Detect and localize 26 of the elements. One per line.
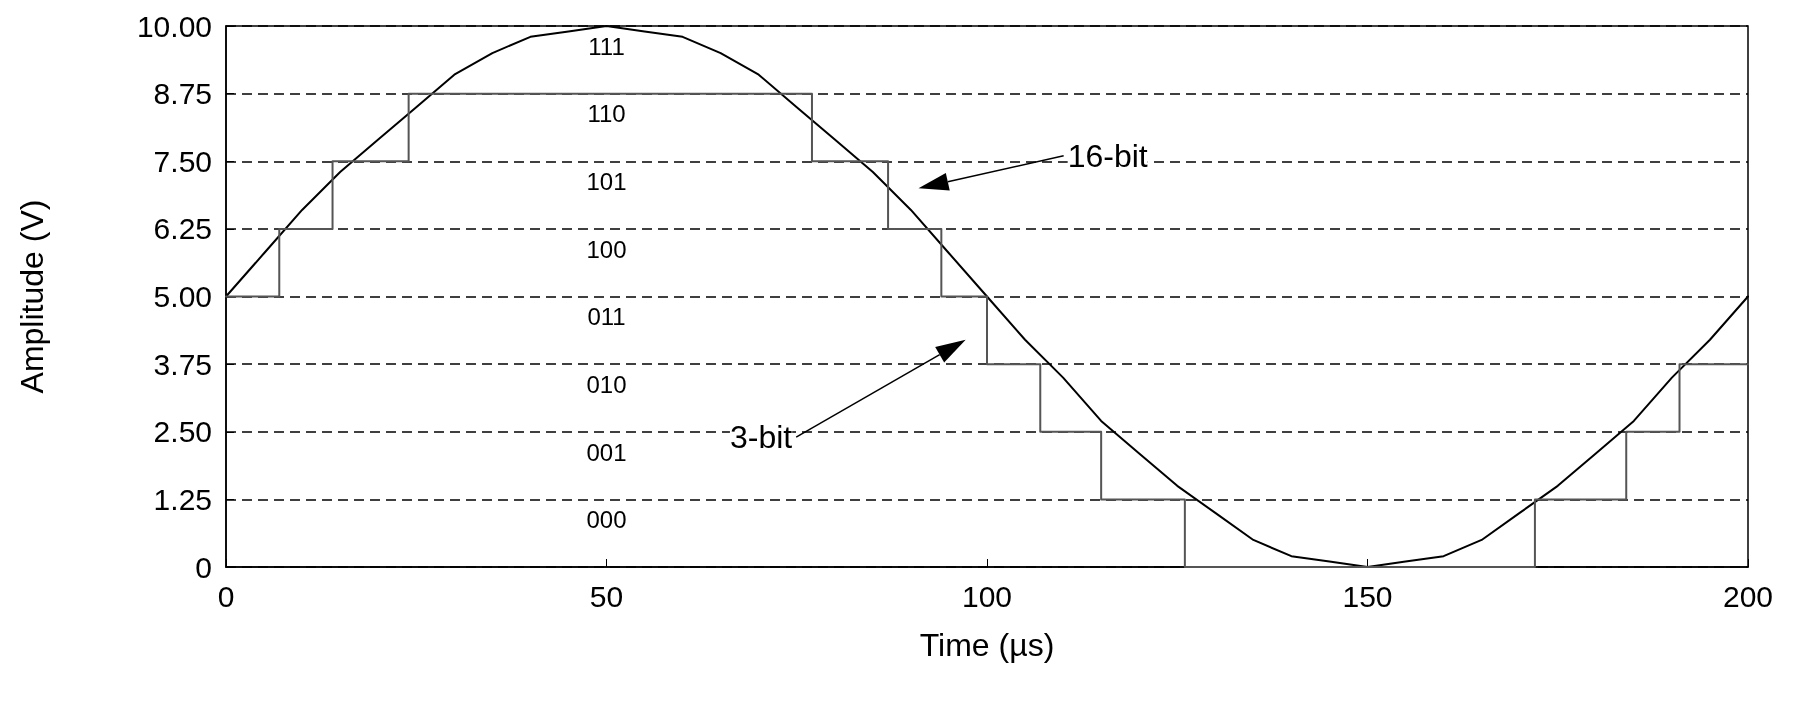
annotation: 111 <box>588 32 625 60</box>
x-tick-label: 150 <box>1342 579 1393 613</box>
y-tick-label: 0 <box>195 550 212 584</box>
annotation: 010 <box>586 370 627 398</box>
y-tick-label: 7.50 <box>153 144 212 178</box>
y-tick-label: 2.50 <box>153 415 212 449</box>
annotation: 001 <box>586 438 627 466</box>
y-tick-label: 1.25 <box>153 482 212 516</box>
annotation: 101 <box>586 168 627 196</box>
x-axis-title: Time (µs) <box>919 627 1055 663</box>
annotation: 3-bit <box>729 419 793 456</box>
x-tick-label: 0 <box>217 579 235 613</box>
annotation: 110 <box>587 100 626 128</box>
y-tick-label: 10.00 <box>136 9 212 43</box>
annotation: 011 <box>587 303 626 331</box>
x-tick-label: 100 <box>961 579 1013 613</box>
annotation: 16-bit <box>1067 137 1148 174</box>
x-tick-label: 50 <box>589 579 624 613</box>
y-tick-label: 6.25 <box>153 212 212 246</box>
annotation: 000 <box>586 506 627 534</box>
y-tick-label: 5.00 <box>153 280 212 313</box>
y-tick-label: 3.75 <box>153 347 212 381</box>
y-axis-title: Amplitude (V) <box>14 199 50 394</box>
x-tick-label: 200 <box>1722 579 1774 613</box>
y-tick-label: 8.75 <box>153 77 212 111</box>
annotation: 100 <box>586 235 627 263</box>
